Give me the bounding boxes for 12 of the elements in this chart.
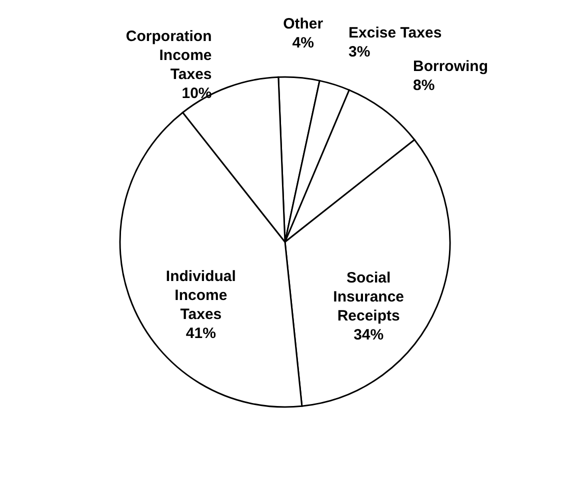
- data-label: 41%: [186, 325, 216, 342]
- data-label: 4%: [292, 34, 314, 52]
- slice-label: Excise Taxes: [348, 24, 442, 42]
- slice-label: Borrowing: [413, 58, 488, 76]
- data-label: 8%: [413, 77, 435, 94]
- slice-label: Corporation Income Taxes: [126, 28, 212, 83]
- slice-label: Individual Income Taxes: [166, 268, 236, 324]
- data-label: 34%: [354, 326, 384, 344]
- slice-label: Other: [283, 16, 324, 33]
- data-label: 3%: [348, 44, 370, 61]
- data-label: 10%: [182, 84, 212, 102]
- slice-label: Social Insurance Receipts: [333, 269, 404, 324]
